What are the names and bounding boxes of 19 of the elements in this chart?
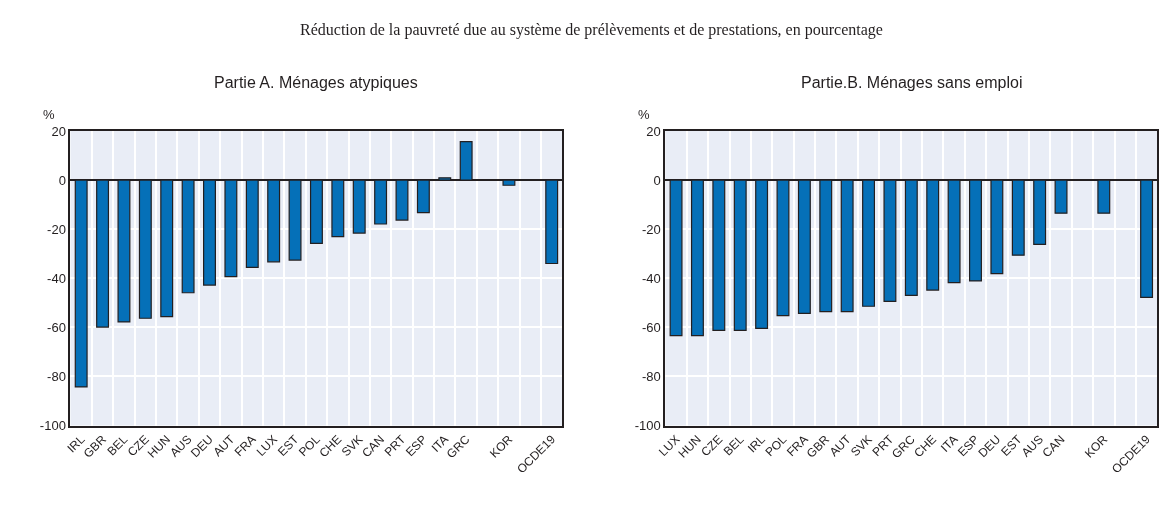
y-tick-label: -40 <box>47 270 66 286</box>
y-tick-label: -60 <box>47 319 66 335</box>
y-tick-label: 0 <box>58 172 66 188</box>
text: Réduction de la pauvreté due au système de prélèvements et de prestations, en pourcentage <box>300 21 883 39</box>
chart-title: Partie.B. Ménages sans emploi <box>801 74 1023 91</box>
y-axis-title: % <box>638 107 650 122</box>
y-tick-label: -100 <box>39 418 66 434</box>
y-tick-label: -40 <box>641 270 661 286</box>
y-axis-title: % <box>43 107 55 122</box>
y-tick-label: 0 <box>653 172 661 188</box>
chart-title: Partie A. Ménages atypiques <box>214 74 418 91</box>
y-tick-label: -80 <box>641 368 661 384</box>
y-tick-label: 20 <box>646 123 661 139</box>
y-tick-label: -20 <box>641 221 661 237</box>
y-tick-label: -100 <box>634 418 661 434</box>
y-tick-label: -20 <box>47 221 66 237</box>
y-tick-label: -80 <box>47 368 66 384</box>
y-tick-label: -60 <box>641 319 661 335</box>
y-tick-label: 20 <box>51 123 66 139</box>
